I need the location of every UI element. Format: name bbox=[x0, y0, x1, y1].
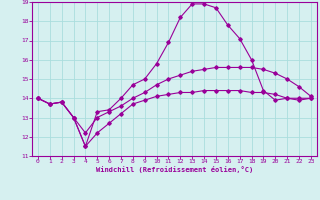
X-axis label: Windchill (Refroidissement éolien,°C): Windchill (Refroidissement éolien,°C) bbox=[96, 166, 253, 173]
